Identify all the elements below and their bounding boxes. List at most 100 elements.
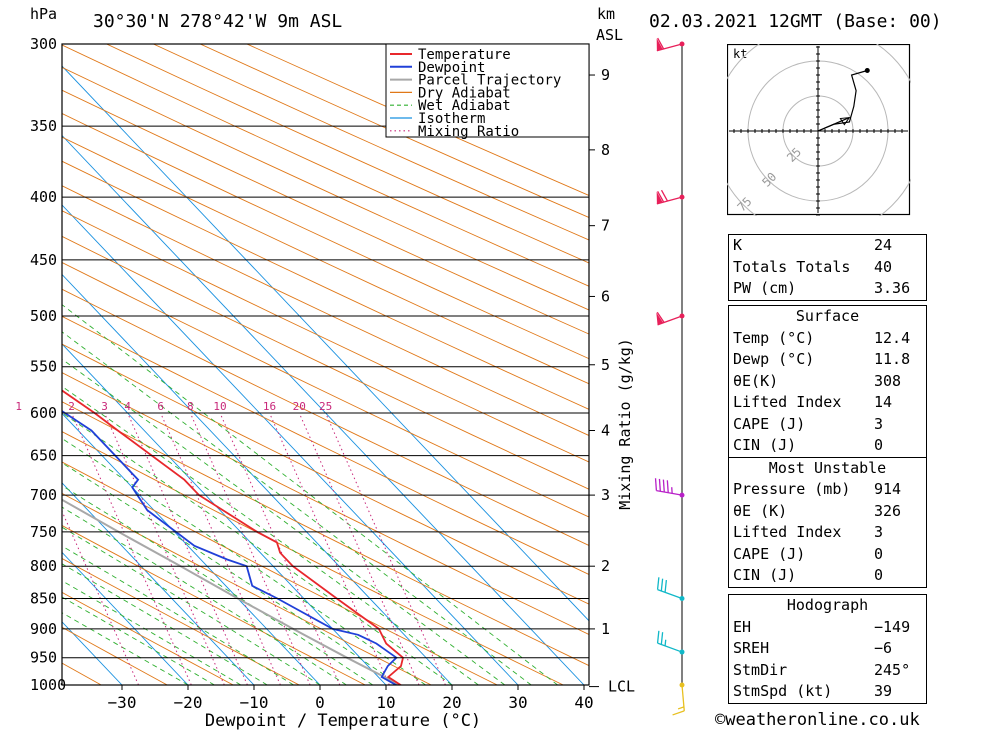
dry-adiabat-line [62, 89, 589, 335]
stmspd-value: 39 [874, 682, 893, 700]
mu-li-label: Lifted Index [733, 523, 842, 541]
x-tick-label: 10 [376, 693, 395, 712]
mixing-ratio-line [269, 412, 390, 685]
wind-barb-tick [658, 478, 661, 492]
x-tick-label: −10 [240, 693, 269, 712]
dry-adiabat-line [62, 160, 589, 410]
sreh-label: SREH [733, 639, 770, 657]
parcel-trajectory-line [62, 498, 403, 685]
x-tick-label: −30 [108, 693, 137, 712]
height-tick-label: 1 [601, 620, 610, 638]
isotherm-line [62, 134, 585, 685]
surface-cape-value: 3 [874, 414, 884, 433]
height-unit-label-asl: ASL [596, 26, 624, 44]
wet-adiabat-line [62, 563, 268, 685]
isotherm-line [62, 343, 387, 685]
legend-entry: Dewpoint [418, 60, 485, 76]
mixing-ratio-label: 6 [157, 400, 164, 413]
pw-label: PW (cm) [733, 279, 797, 297]
wind-barb-tick [672, 710, 685, 716]
wind-barb-tick [664, 579, 668, 593]
surface-dewp-value: 11.8 [874, 350, 911, 368]
pressure-label: 300 [30, 35, 57, 53]
wind-barb-tick [660, 189, 669, 202]
surface-li-label: Lifted Index [733, 393, 842, 411]
wind-barb-shaft [681, 684, 685, 711]
height-tick-label: 6 [601, 287, 610, 305]
dry-adiabat-line [62, 136, 589, 385]
most-unstable-title: Most Unstable [729, 456, 926, 480]
mixing-ratio-line [127, 412, 248, 685]
legend-entry: Parcel Trajectory [418, 73, 561, 89]
wind-barb-tick [656, 311, 665, 323]
wind-barb [656, 311, 685, 326]
wet-adiabat-line [62, 385, 479, 685]
surface-temp-label: Temp (°C) [733, 328, 815, 347]
dry-adiabat-line [62, 431, 564, 685]
surface-li-value: 14 [874, 393, 893, 411]
mixing-ratio-label: 10 [213, 400, 226, 413]
isotherm-line [62, 273, 453, 685]
height-unit-label: km [597, 5, 616, 23]
mixing-ratio-line [298, 412, 420, 685]
dry-adiabat-line [106, 44, 589, 264]
pressure-label: 600 [30, 404, 57, 422]
mu-theta-label: θE (K) [733, 501, 788, 520]
temperature-line [62, 389, 405, 685]
pw-value: 3.36 [874, 279, 911, 297]
eh-label: EH [733, 617, 752, 636]
copyright-credit[interactable]: ©weatheronline.co.uk [715, 710, 920, 730]
stmspd-label: StmSpd (kt) [733, 682, 833, 700]
wind-barb-half-tick [664, 639, 667, 646]
mixing-ratio-label: 2 [68, 400, 75, 413]
pressure-label: 450 [30, 251, 57, 269]
surface-title: Surface [795, 307, 860, 325]
mu-cin-value: 0 [874, 566, 884, 584]
wind-barb-tick [656, 630, 660, 644]
wind-barb-shaft [657, 642, 683, 653]
dry-adiabat-line [62, 44, 589, 287]
x-axis-label: Dewpoint / Temperature (°C) [205, 711, 481, 731]
wind-barb-tick [656, 577, 660, 590]
pressure-label: 950 [30, 649, 57, 667]
wind-barb [656, 189, 685, 205]
hodograph-end-dot [864, 68, 870, 74]
wind-barb-tick [660, 632, 664, 645]
storm-motion-arrowhead [839, 116, 851, 126]
pressure-label: 850 [30, 589, 57, 607]
height-tick-label: 4 [601, 421, 610, 439]
mixing-ratio-label: 8 [187, 400, 194, 413]
pressure-label: 750 [30, 523, 57, 541]
wet-adiabat-line [62, 462, 400, 685]
mixing-ratio-line [160, 412, 281, 685]
location-title: 30°30'N 278°42'W 9m ASL [93, 11, 343, 32]
wind-barb-half-tick [677, 706, 685, 710]
x-tick-label: −20 [174, 693, 203, 712]
pressure-label: 500 [30, 307, 57, 325]
wind-barb-tick [654, 478, 658, 491]
indices-table: K 24 Totals Totals 40 PW (cm) 3.36 [728, 234, 927, 301]
wind-barb-shaft [656, 489, 683, 496]
wind-barb [656, 630, 685, 655]
isotherm-line [62, 551, 189, 685]
mixing-ratio-label: 1 [15, 400, 22, 413]
wind-barb-tick [660, 578, 664, 592]
k-index-value: 24 [874, 236, 893, 254]
eh-value: −149 [874, 617, 911, 636]
mu-pressure-value: 914 [874, 480, 902, 498]
wind-barb-tick [657, 190, 665, 203]
hodograph-unit: kt [733, 47, 747, 61]
x-tick-label: 30 [508, 693, 527, 712]
legend-box [385, 43, 590, 138]
legend-entry: Wet Adiabat [418, 98, 511, 114]
height-tick-label: 5 [601, 356, 610, 374]
surface-table: Surface Temp (°C) 12.4 Dewp (°C) 11.8 θE(K… [728, 305, 927, 588]
stmdir-label: StmDir [733, 660, 788, 679]
mixing-ratio-line [189, 412, 311, 685]
wind-barb-flag [656, 312, 664, 325]
pressure-label: 900 [30, 620, 57, 638]
wind-barb-shaft [656, 43, 683, 52]
dry-adiabat-line [62, 112, 589, 360]
pressure-label: 700 [30, 486, 57, 504]
